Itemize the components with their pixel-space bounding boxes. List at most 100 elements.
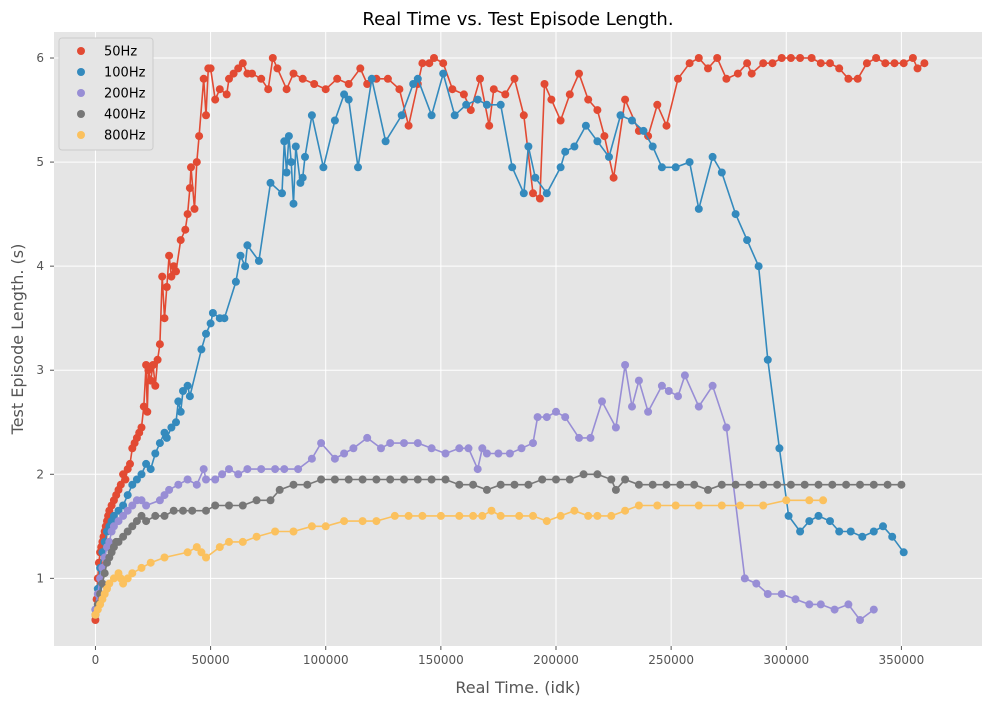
- data-point-100hz: [427, 111, 436, 120]
- data-point-800hz: [469, 511, 478, 520]
- data-point-100hz: [508, 163, 517, 172]
- data-point-50hz: [713, 54, 722, 62]
- data-point-100hz: [450, 111, 459, 120]
- data-point-100hz: [628, 116, 636, 125]
- data-point-100hz: [657, 163, 666, 172]
- data-point-100hz: [648, 142, 657, 151]
- data-point-50hz: [222, 90, 231, 99]
- data-point-800hz: [252, 532, 261, 541]
- y-tick-label: 4: [36, 259, 44, 273]
- data-point-800hz: [487, 506, 496, 515]
- data-point-100hz: [354, 163, 362, 172]
- data-point-100hz: [413, 74, 422, 83]
- data-point-200hz: [123, 506, 132, 515]
- data-point-800hz: [593, 511, 602, 520]
- data-point-200hz: [740, 574, 749, 583]
- data-point-800hz: [607, 511, 616, 520]
- legend-label-50hz: 50Hz: [104, 45, 137, 60]
- data-point-50hz: [844, 74, 853, 83]
- data-point-800hz: [192, 543, 201, 552]
- data-point-100hz: [826, 517, 834, 526]
- data-point-100hz: [888, 532, 897, 541]
- data-point-800hz: [478, 511, 487, 520]
- data-point-100hz: [805, 517, 814, 526]
- data-point-200hz: [473, 465, 482, 474]
- data-point-800hz: [436, 511, 445, 520]
- data-point-800hz: [183, 548, 192, 557]
- data-point-50hz: [510, 74, 519, 83]
- data-point-50hz: [282, 85, 291, 94]
- data-point-200hz: [552, 407, 560, 416]
- data-point-100hz: [556, 163, 565, 172]
- data-point-100hz: [151, 449, 160, 458]
- data-point-100hz: [763, 355, 772, 364]
- tick-labels: 0 50000 100000 150000 200000 250000 300000 3500…: [36, 51, 924, 667]
- data-point-50hz: [363, 80, 372, 88]
- data-point-50hz: [257, 74, 266, 83]
- data-point-100hz: [775, 444, 784, 453]
- y-tick-label: 3: [36, 363, 44, 377]
- data-point-50hz: [418, 59, 427, 68]
- data-point-50hz: [466, 106, 475, 115]
- data-point-50hz: [826, 59, 834, 68]
- data-point-400hz: [690, 480, 699, 489]
- data-point-50hz: [206, 64, 215, 73]
- data-point-200hz: [575, 433, 583, 442]
- data-point-50hz: [333, 74, 342, 83]
- data-point-50hz: [192, 158, 201, 167]
- data-point-800hz: [146, 558, 155, 567]
- data-point-100hz: [381, 137, 390, 146]
- data-point-100hz: [879, 522, 887, 531]
- data-point-50hz: [211, 95, 220, 104]
- data-point-50hz: [225, 74, 233, 83]
- data-point-400hz: [662, 480, 671, 489]
- data-point-800hz: [289, 527, 298, 536]
- data-point-50hz: [600, 132, 609, 141]
- data-point-400hz: [455, 480, 464, 489]
- data-point-100hz: [685, 158, 694, 167]
- data-point-50hz: [662, 121, 671, 130]
- data-point-100hz: [254, 256, 263, 265]
- data-point-50hz: [289, 69, 298, 78]
- data-point-50hz: [476, 74, 484, 83]
- data-point-100hz: [531, 173, 540, 182]
- data-point-100hz: [731, 210, 740, 219]
- data-point-100hz: [289, 199, 298, 208]
- data-point-400hz: [731, 480, 740, 489]
- data-point-50hz: [162, 283, 171, 291]
- data-point-200hz: [257, 465, 266, 474]
- data-point-400hz: [611, 485, 620, 494]
- data-point-100hz: [142, 459, 151, 468]
- data-point-400hz: [123, 527, 132, 536]
- data-point-50hz: [908, 54, 917, 62]
- data-point-50hz: [743, 59, 752, 68]
- data-point-400hz: [510, 480, 519, 489]
- data-point-100hz: [287, 158, 296, 167]
- data-point-100hz: [137, 470, 146, 479]
- data-point-200hz: [533, 413, 542, 422]
- data-point-400hz: [800, 480, 809, 489]
- data-point-400hz: [252, 496, 261, 505]
- data-point-200hz: [128, 501, 137, 510]
- data-point-50hz: [160, 314, 169, 323]
- data-point-400hz: [289, 480, 298, 489]
- data-point-50hz: [768, 59, 777, 68]
- data-point-200hz: [561, 413, 570, 422]
- data-point-50hz: [321, 85, 330, 94]
- data-point-50hz: [395, 85, 404, 94]
- data-point-400hz: [275, 485, 284, 494]
- data-point-100hz: [298, 173, 307, 182]
- data-point-800hz: [137, 563, 146, 572]
- data-point-200hz: [427, 444, 436, 453]
- data-point-100hz: [462, 100, 471, 109]
- data-point-200hz: [752, 579, 761, 588]
- data-point-400hz: [621, 475, 630, 484]
- data-point-50hz: [153, 355, 162, 364]
- data-point-400hz: [773, 480, 782, 489]
- data-point-200hz: [340, 449, 349, 458]
- legend-marker-200hz: [77, 89, 85, 97]
- legend-box: [58, 37, 154, 151]
- data-point-200hz: [529, 439, 537, 448]
- data-point-50hz: [575, 69, 583, 78]
